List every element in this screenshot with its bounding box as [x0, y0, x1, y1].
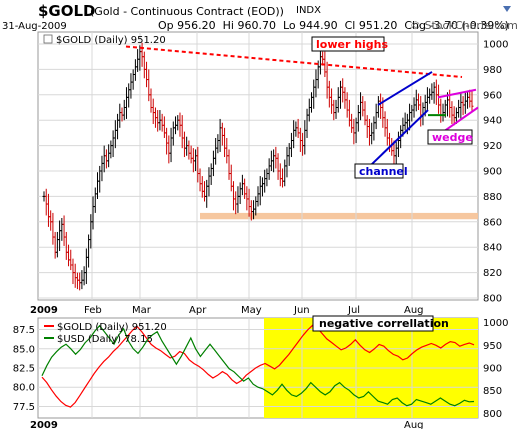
- usd-tick-label: 80.0: [13, 383, 35, 394]
- price-x-label: Jun: [293, 305, 310, 316]
- price-tick-label: 980: [483, 65, 502, 76]
- lower-highs-line: [125, 45, 463, 79]
- open-value: Op 956.20: [158, 19, 216, 32]
- symbol-description: (Gold - Continuous Contract (EOD)): [90, 5, 284, 18]
- symbol-title: $GOLD: [38, 2, 96, 20]
- gold-legend-label: $GOLD (Daily) 951.20: [57, 322, 167, 333]
- channel-label: channel: [359, 165, 408, 178]
- gold-tick-label: 950: [483, 341, 502, 352]
- channel-lower-line: [369, 109, 429, 167]
- price-x-label: Mar: [132, 305, 152, 316]
- gold-tick-label: 850: [483, 386, 502, 397]
- indicator-legend: $GOLD (Daily) 951.20 $USD (Daily) 78.15: [44, 322, 167, 345]
- price-legend-label: $GOLD (Daily) 951.20: [56, 35, 166, 46]
- correlation-label: negative correllation: [319, 317, 449, 330]
- chart-date: 31-Aug-2009: [2, 21, 67, 32]
- price-tick-label: 920: [483, 141, 502, 152]
- price-x-ticks: 2009 Feb Mar Apr May Jun Jul Aug: [30, 305, 424, 316]
- quote-summary: Op 956.20 Hi 960.70 Lo 944.90 Cl 951.20 …: [158, 19, 509, 32]
- wedge-label-box: [427, 129, 473, 145]
- gold-tick-label: 800: [483, 409, 502, 420]
- support-zone: [200, 212, 478, 220]
- close-value: Cl 951.20: [344, 19, 398, 32]
- price-legend: $GOLD (Daily) 951.20: [43, 34, 166, 46]
- exchange-label: INDX: [296, 5, 321, 16]
- usd-legend-label: $USD (Daily) 78.15: [57, 334, 153, 345]
- chart-icon: [43, 34, 53, 44]
- usd-line: [41, 324, 475, 407]
- price-x-label: Apr: [189, 305, 207, 316]
- dropdown-arrow-icon[interactable]: [503, 6, 511, 12]
- price-tick-label: 840: [483, 243, 502, 254]
- price-bars: [42, 42, 474, 291]
- gold-line: [41, 324, 475, 408]
- usd-tick-label: 82.5: [13, 364, 35, 375]
- usd-tick-label: 85.0: [13, 344, 35, 355]
- price-tick-label: 880: [483, 192, 502, 203]
- usd-axis-ticks: 77.5 80.0 82.5 85.0 87.5: [13, 325, 35, 413]
- correlation-label-bg: [312, 315, 434, 332]
- wedge-label: wedge: [432, 131, 473, 144]
- usd-tick-label: 87.5: [13, 325, 35, 336]
- trend-annotations: lower highs channel wedge: [125, 36, 479, 179]
- indicator-x-label: 2009: [30, 420, 58, 429]
- low-value: Lo 944.90: [282, 19, 338, 32]
- price-tick-label: 1000: [483, 40, 508, 51]
- price-x-label: Jul: [347, 305, 360, 316]
- lower-highs-label: lower highs: [316, 38, 389, 51]
- price-x-label: 2009: [30, 305, 58, 316]
- price-tick-label: 960: [483, 90, 502, 101]
- gold-tick-label: 900: [483, 364, 502, 375]
- price-tick-label: 800: [483, 294, 502, 305]
- price-x-label: May: [241, 305, 262, 316]
- price-tick-label: 940: [483, 116, 502, 127]
- change-value: Chg -3.70 (-0.39%): [404, 19, 509, 32]
- indicator-x-ticks: 2009 Aug: [30, 420, 424, 429]
- price-x-label: Aug: [404, 305, 424, 316]
- correlation-label-box: negative correllation: [312, 315, 449, 332]
- gold-tick-label: 1000: [483, 318, 508, 329]
- ohlc-bar: [470, 90, 474, 112]
- indicator-x-label: Aug: [404, 420, 424, 429]
- price-tick-label: 860: [483, 217, 502, 228]
- price-panel-frame: [37, 31, 479, 301]
- indicator-lines: [41, 324, 475, 408]
- brand-label: © StockCharts.com: [410, 19, 518, 32]
- lower-highs-label-box: [311, 36, 385, 52]
- price-x-label: Feb: [84, 305, 102, 316]
- channel-label-box: [354, 163, 404, 179]
- price-tick-label: 900: [483, 167, 502, 178]
- channel-upper-line: [377, 71, 433, 106]
- high-value: Hi 960.70: [222, 19, 276, 32]
- gold-axis-ticks: 800 850 900 950 1000: [483, 318, 508, 420]
- price-axis-ticks: 800 820 840 860 880 900 920 940 960 980 1000: [483, 40, 508, 305]
- wedge-upper-line: [437, 88, 477, 99]
- price-tick-label: 820: [483, 268, 502, 279]
- usd-tick-label: 77.5: [13, 402, 35, 413]
